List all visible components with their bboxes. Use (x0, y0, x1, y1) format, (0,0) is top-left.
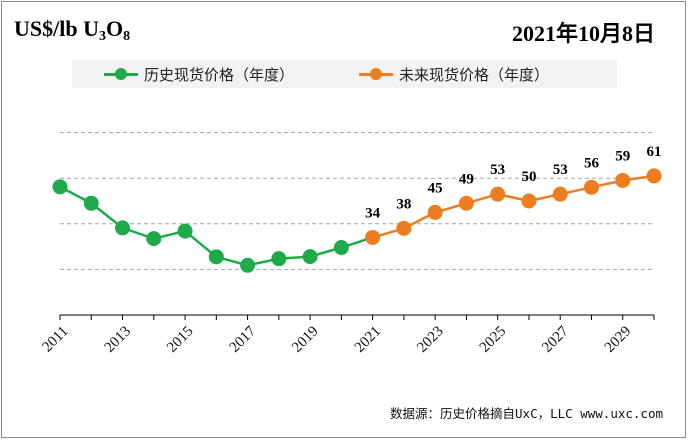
date-label: 2021年10月8日 (511, 21, 655, 46)
data-point-historical (52, 179, 68, 195)
data-point-forecast (583, 179, 599, 195)
x-tick-label: 2029 (602, 323, 635, 356)
data-label: 56 (584, 155, 600, 171)
x-tick-label: 2017 (227, 323, 260, 356)
data-label: 53 (490, 162, 505, 178)
data-point-forecast (427, 204, 443, 220)
data-point-historical (115, 220, 131, 236)
x-tick-label: 2015 (164, 323, 197, 356)
legend-item-forecast: 未来现货价格（年度） (357, 64, 549, 84)
x-tick-label: 2021 (352, 323, 385, 356)
data-point-historical (146, 231, 162, 247)
data-label: 53 (553, 162, 568, 178)
data-point-forecast (521, 193, 537, 209)
x-axis: 2011 2013 2015 2017 2019 2021 2023 2025 2027 2029 (39, 314, 655, 356)
series-points (52, 168, 662, 273)
data-labels: 34 38 45 49 53 50 53 56 59 61 (365, 144, 661, 222)
legend-swatch-historical (102, 67, 140, 81)
data-point-historical (208, 249, 224, 265)
data-point-historical (240, 257, 256, 273)
data-point-forecast (552, 186, 568, 202)
legend-swatch-forecast (357, 67, 395, 81)
series-line-historical (59, 185, 342, 267)
data-point-historical (333, 240, 349, 256)
source-note: 数据源：历史价格摘自UxC，LLC www.uxc.com (390, 406, 663, 421)
y-unit-label: US$/lb U3O8 (14, 16, 131, 44)
legend: 历史现货价格（年度） 未来现货价格（年度） (72, 60, 617, 88)
gridlines (60, 132, 654, 270)
legend-label-historical: 历史现货价格（年度） (144, 65, 295, 84)
data-label: 61 (647, 144, 662, 160)
data-point-forecast (646, 168, 662, 184)
x-tick-label: 2023 (414, 323, 447, 356)
data-point-historical (302, 249, 318, 265)
x-tick-label: 2025 (477, 323, 510, 356)
data-point-historical (271, 251, 287, 267)
legend-item-historical: 历史现货价格（年度） (102, 64, 294, 84)
data-label: 45 (428, 180, 443, 196)
data-point-forecast (396, 220, 412, 236)
data-point-forecast (365, 229, 381, 245)
legend-label-forecast: 未来现货价格（年度） (399, 65, 550, 84)
data-label: 34 (365, 205, 381, 221)
data-label: 38 (396, 196, 411, 212)
x-tick-label: 2013 (102, 323, 135, 356)
x-tick-label: 2011 (39, 323, 71, 355)
data-point-forecast (615, 172, 631, 188)
series-line-forecast (372, 174, 655, 239)
x-tick-label: 2027 (539, 323, 572, 356)
x-tick-label: 2019 (289, 323, 322, 356)
data-label: 59 (615, 148, 630, 164)
data-label: 49 (459, 171, 474, 187)
data-point-forecast (490, 186, 506, 202)
data-label: 50 (521, 169, 536, 185)
data-point-historical (177, 223, 193, 239)
data-point-forecast (458, 195, 474, 211)
data-point-historical (83, 195, 99, 211)
